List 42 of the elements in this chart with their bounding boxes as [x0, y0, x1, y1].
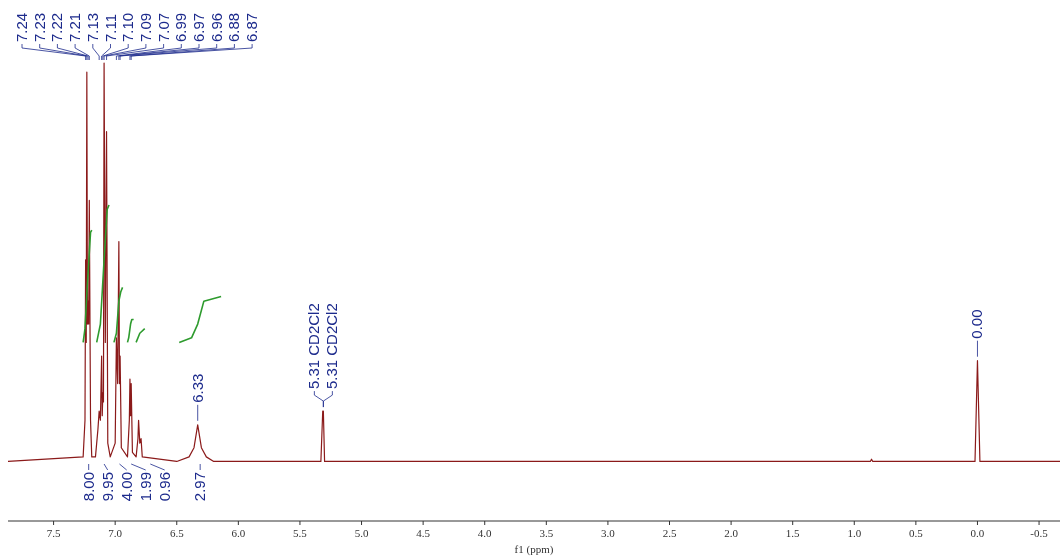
annotation: 0.96	[155, 472, 173, 502]
x-tick-label: 6.0	[231, 527, 246, 539]
annotation: 6.96	[207, 12, 225, 42]
x-tick-label: 3.0	[601, 527, 616, 539]
x-tick-label: 0.0	[970, 527, 985, 539]
annotation: 2.97	[191, 472, 209, 502]
annotation: 0.00	[968, 309, 986, 339]
annotation: 7.23	[30, 12, 48, 42]
x-tick-label: 2.5	[662, 527, 677, 539]
x-tick-label: 6.5	[169, 527, 185, 539]
x-tick-label: 7.0	[108, 527, 123, 539]
annotation: 5.31 CD2Cl2	[323, 303, 341, 390]
annotation: 7.11	[101, 13, 119, 42]
x-tick-label: 4.5	[416, 527, 431, 539]
annotation: 9.95	[98, 472, 116, 502]
x-tick-label: 1.5	[785, 527, 801, 539]
annotation: 7.13	[83, 12, 101, 42]
annotation: 7.07	[154, 12, 172, 42]
x-tick-label: 0.5	[909, 527, 924, 539]
annotation: 7.10	[119, 12, 137, 42]
annotation: 7.24	[13, 12, 30, 42]
x-tick-label: 7.5	[46, 527, 61, 539]
x-tick-label: 5.0	[354, 527, 369, 539]
x-tick-label: 2.0	[724, 527, 739, 539]
annotation: 4.00	[117, 472, 135, 502]
x-tick-label: -0.5	[1030, 527, 1049, 539]
annotation: 7.21	[66, 12, 84, 42]
annotation: 6.97	[190, 12, 207, 42]
x-tick-label: 5.5	[293, 527, 308, 539]
annotation: 6.88	[225, 12, 243, 42]
x-tick-label: 4.0	[477, 527, 493, 539]
annotation: 5.31 CD2Cl2	[305, 303, 323, 390]
x-tick-label: 1.0	[847, 527, 862, 539]
annotation: 7.09	[136, 12, 154, 42]
x-axis-title: f1 (ppm)	[514, 543, 554, 556]
annotation: 6.33	[188, 373, 206, 403]
annotation: 7.22	[48, 12, 66, 42]
annotation: 8.00	[79, 472, 97, 502]
annotation: 6.99	[172, 12, 190, 42]
x-tick-label: 3.5	[539, 527, 554, 539]
annotation: 6.87	[243, 12, 261, 42]
annotation: 1.99	[136, 472, 154, 502]
